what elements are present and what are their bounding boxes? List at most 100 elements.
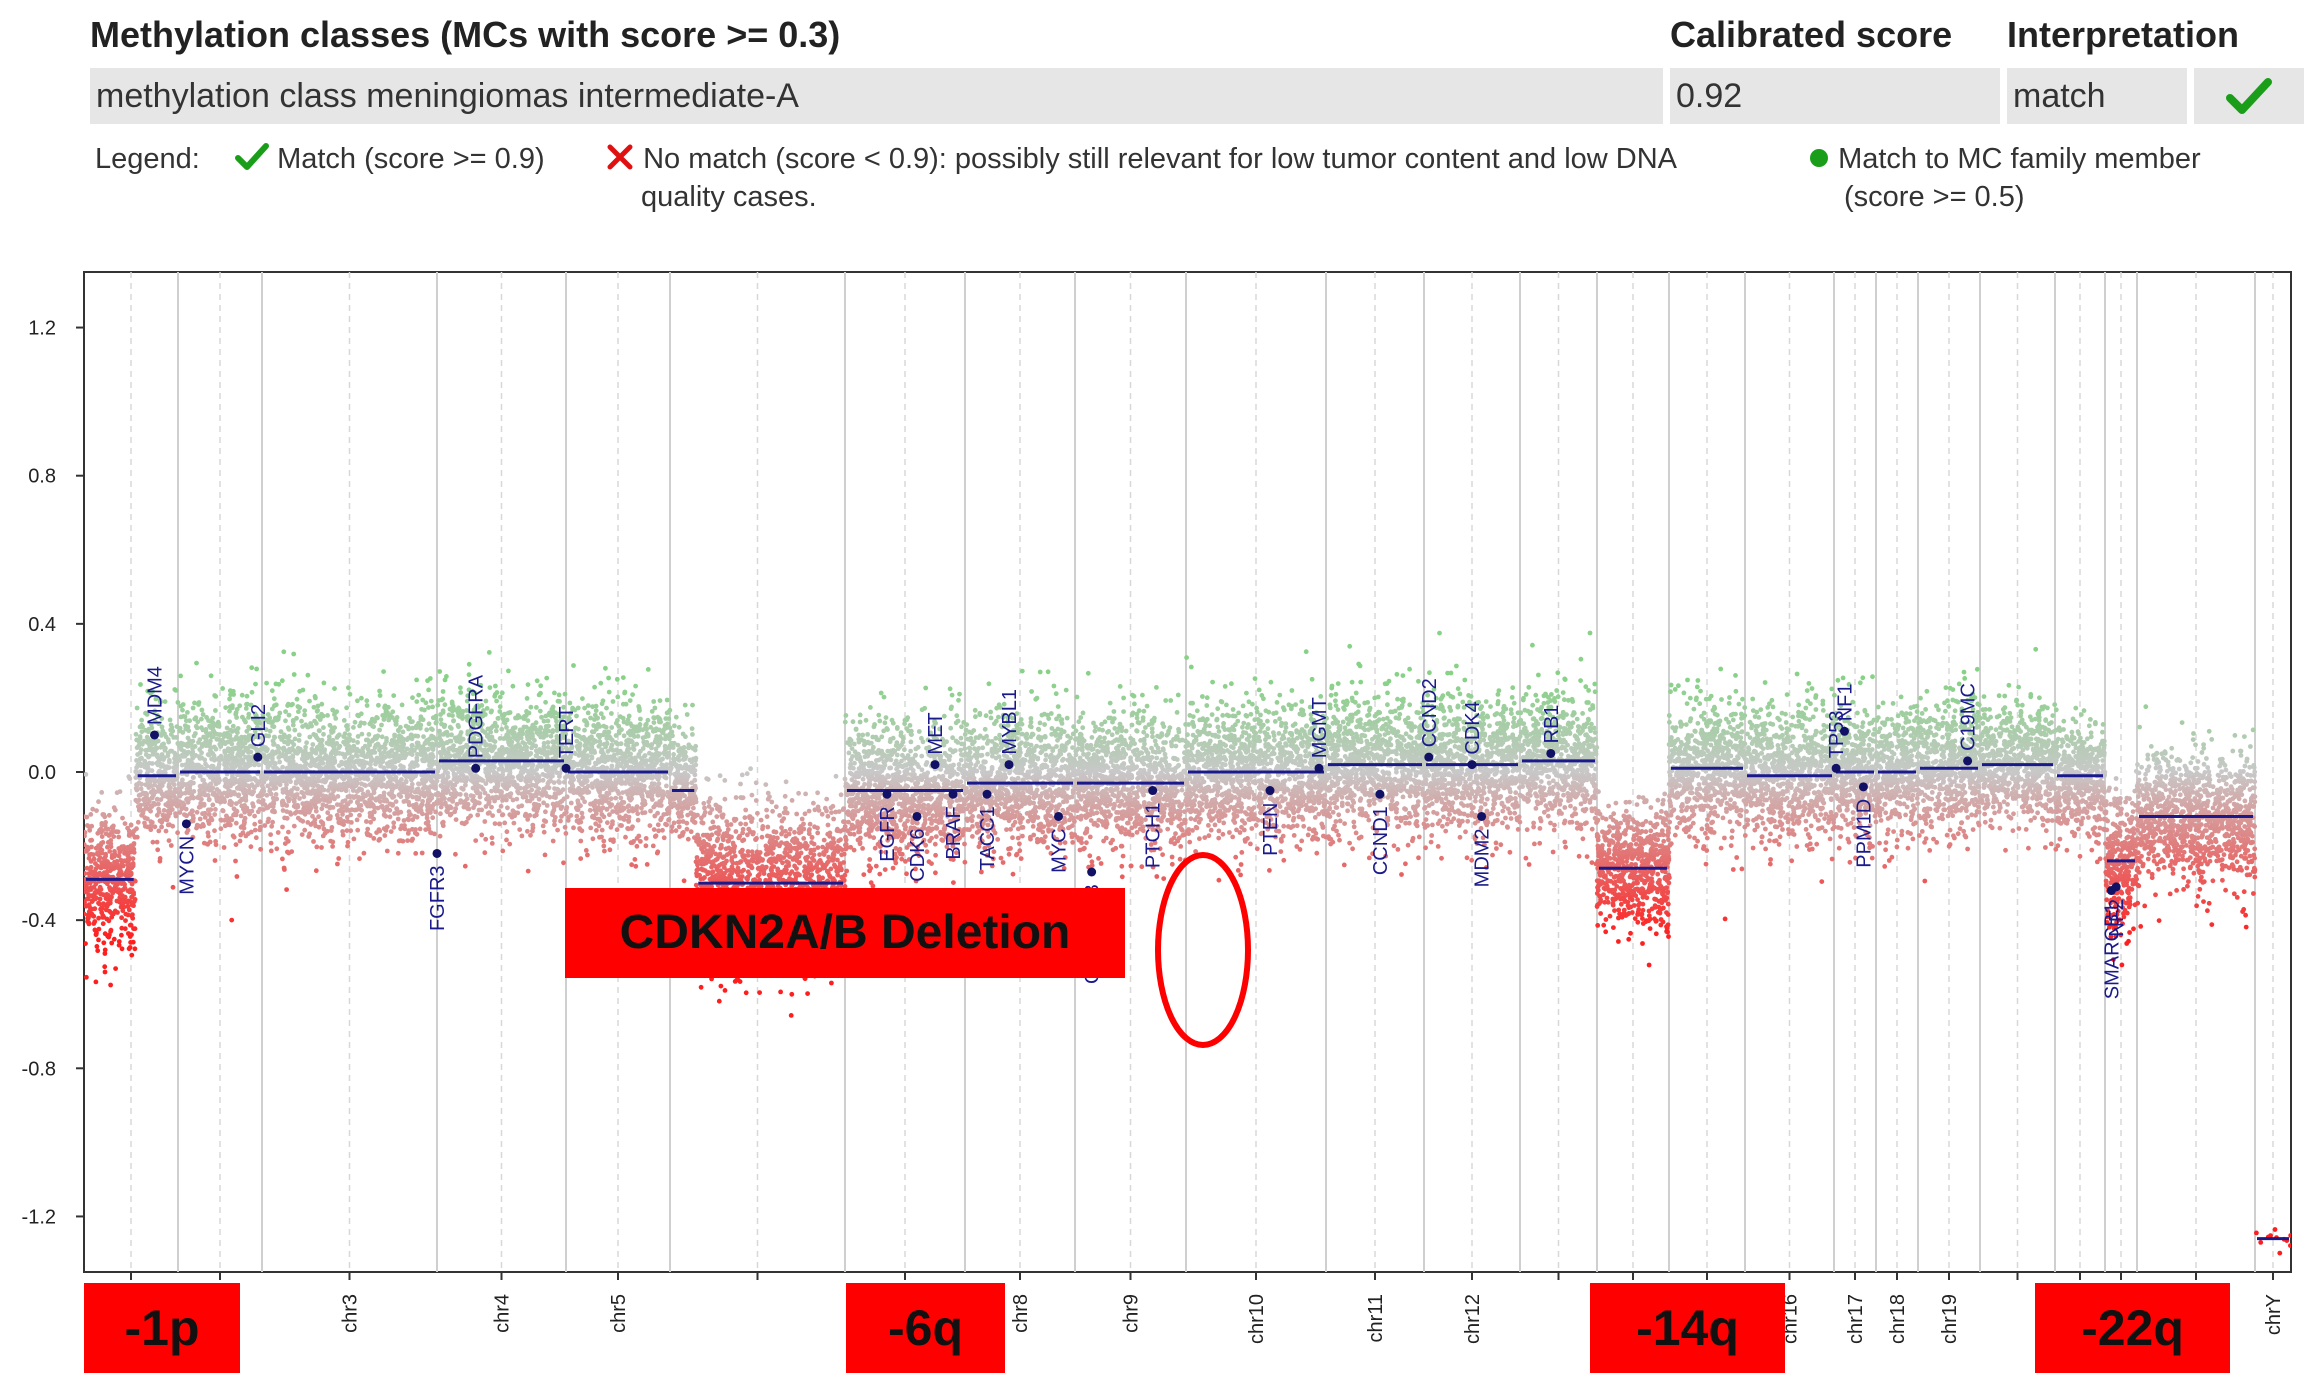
probe-point: [448, 706, 454, 712]
probe-point: [608, 796, 614, 802]
probe-point: [564, 794, 570, 800]
probe-point: [563, 831, 569, 836]
probe-point: [107, 849, 113, 854]
probe-point: [530, 822, 536, 828]
probe-point: [168, 785, 173, 791]
probe-point: [424, 802, 430, 808]
probe-point: [371, 836, 377, 841]
probe-point: [430, 704, 435, 710]
probe-point: [511, 734, 517, 740]
legend-nomatch: No match (score < 0.9): possibly still r…: [605, 140, 1677, 178]
probe-point: [268, 832, 273, 837]
probe-point: [119, 915, 124, 921]
probe-point: [474, 790, 480, 796]
probe-point: [119, 932, 124, 938]
probe-point: [130, 939, 136, 945]
probe-point: [567, 700, 573, 706]
probe-point: [148, 827, 154, 833]
probe-point: [372, 745, 378, 750]
probe-point: [305, 672, 311, 678]
probe-point: [161, 808, 167, 813]
probe-point: [377, 693, 383, 698]
probe-point: [115, 910, 120, 915]
probe-point: [626, 713, 632, 719]
probe-point: [152, 824, 158, 830]
probe-point: [113, 966, 118, 971]
probe-point: [510, 683, 516, 689]
probe-point: [124, 846, 130, 851]
result-class-name: methylation class meningiomas intermedia…: [90, 68, 1663, 124]
probe-point: [635, 733, 641, 739]
probe-point: [184, 830, 190, 835]
probe-point: [433, 720, 439, 726]
probe-point: [146, 760, 152, 766]
probe-point: [364, 819, 369, 824]
probe-point: [317, 747, 322, 752]
probe-point: [215, 778, 221, 783]
probe-point: [89, 844, 94, 850]
probe-point: [417, 826, 423, 832]
probe-point: [348, 828, 354, 834]
probe-point: [315, 703, 321, 709]
probe-point: [238, 832, 244, 838]
probe-point: [634, 741, 640, 747]
probe-point: [403, 723, 409, 729]
probe-point: [98, 829, 103, 835]
probe-point: [534, 753, 540, 759]
probe-point: [227, 708, 232, 714]
probe-point: [377, 688, 382, 694]
probe-point: [580, 696, 585, 701]
probe-point: [186, 749, 191, 755]
probe-point: [106, 812, 112, 818]
probe-point: [303, 775, 309, 781]
probe-point: [171, 778, 176, 784]
probe-point: [486, 763, 491, 769]
probe-point: [110, 879, 116, 885]
probe-point: [100, 840, 106, 845]
probe-point: [218, 826, 224, 832]
probe-point: [507, 841, 513, 847]
probe-point: [322, 797, 328, 803]
probe-point: [362, 720, 367, 726]
probe-point: [659, 815, 664, 821]
probe-point: [636, 704, 642, 709]
probe-point: [609, 737, 615, 743]
probe-point: [112, 852, 118, 857]
probe-point: [355, 740, 360, 745]
probe-point: [107, 932, 112, 938]
probe-point: [199, 725, 204, 731]
probe-point: [84, 974, 89, 980]
probe-point: [414, 677, 419, 683]
probe-point: [250, 801, 256, 807]
probe-point: [249, 808, 255, 814]
probe-point: [130, 849, 136, 855]
probe-point: [545, 774, 550, 779]
probe-point: [499, 789, 504, 795]
probe-point: [249, 689, 255, 695]
probe-point: [280, 787, 286, 793]
probe-point: [111, 805, 117, 811]
probe-point: [290, 701, 295, 707]
probe-point: [562, 691, 568, 697]
probe-point: [536, 796, 542, 802]
probe-point: [185, 710, 190, 715]
probe-point: [515, 713, 521, 718]
probe-point: [220, 686, 226, 691]
probe-point: [329, 792, 335, 797]
probe-point: [468, 793, 474, 798]
probe-point: [215, 766, 221, 771]
probe-point: [165, 814, 171, 819]
probe-point: [220, 795, 226, 801]
probe-point: [277, 782, 283, 788]
probe-point: [504, 829, 510, 835]
probe-point: [426, 687, 431, 693]
probe-point: [499, 766, 505, 771]
probe-point: [409, 752, 415, 757]
probe-point: [182, 782, 188, 788]
probe-point: [384, 736, 389, 741]
probe-point: [401, 799, 407, 804]
probe-point: [199, 764, 204, 770]
probe-point: [649, 709, 655, 714]
probe-point: [88, 812, 94, 817]
probe-point: [273, 681, 279, 687]
